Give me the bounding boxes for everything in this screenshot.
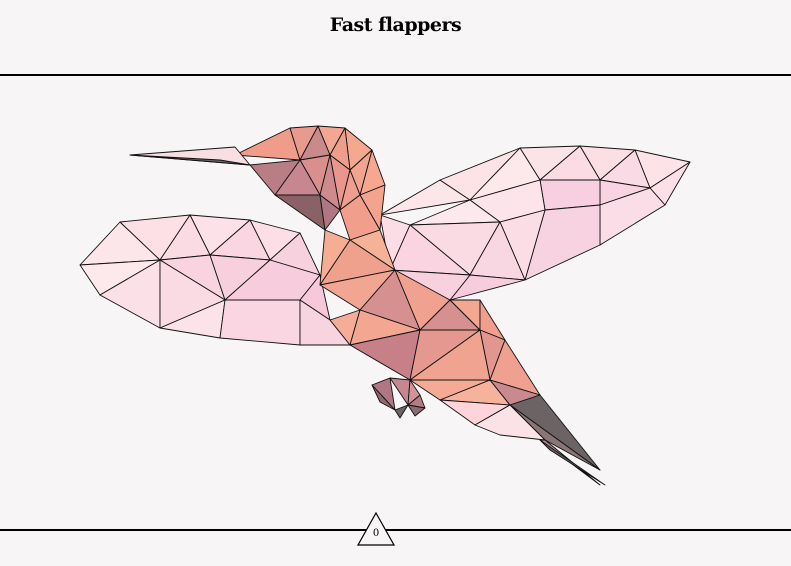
- footer-divider: [0, 529, 791, 531]
- page-title: Fast flappers: [329, 14, 462, 36]
- hummingbird-icon: [79, 125, 691, 486]
- counter-badge[interactable]: 0: [356, 511, 396, 547]
- triangle-icon: [356, 511, 396, 546]
- badge-value: 0: [372, 528, 380, 539]
- header-divider: [0, 74, 791, 76]
